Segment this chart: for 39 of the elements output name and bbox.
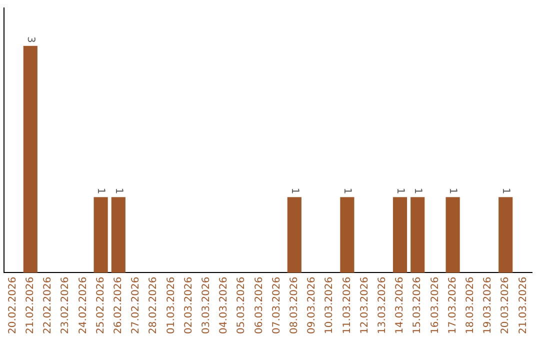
x-tick-label: 12.03.2026 [359, 276, 370, 334]
x-tick-label: 25.02.2026 [95, 276, 106, 334]
data-label: 1 [412, 188, 424, 194]
x-tick-label: 24.02.2026 [78, 276, 89, 334]
data-label: 1 [112, 188, 124, 194]
x-tick-label: 07.03.2026 [271, 276, 282, 334]
x-tick-label: 13.03.2026 [376, 276, 388, 334]
x-tick-label: 08.03.2026 [288, 276, 300, 334]
data-label: 1 [95, 188, 106, 194]
data-label: 1 [447, 188, 458, 194]
x-tick-label: 02.03.2026 [183, 276, 194, 334]
x-tick-label: 06.03.2026 [254, 276, 265, 334]
x-tick-label: 16.03.2026 [430, 276, 441, 334]
x-tick-label: 17.03.2026 [447, 276, 458, 334]
x-tick-label: 04.03.2026 [218, 276, 230, 334]
x-tick-label: 09.03.2026 [306, 276, 318, 334]
x-tick-label: 22.02.2026 [42, 276, 54, 334]
data-label: 1 [342, 188, 353, 194]
x-tick-label: 20.02.2026 [7, 276, 18, 334]
data-label: 1 [394, 188, 406, 194]
x-tick-label: 26.02.2026 [112, 276, 124, 334]
x-tick-label: 19.03.2026 [482, 276, 494, 334]
x-tick-label: 21.03.2026 [518, 276, 529, 334]
data-label: 3 [24, 36, 36, 43]
x-tick-label: 18.03.2026 [464, 276, 476, 334]
x-tick-label: 01.03.2026 [166, 276, 177, 334]
x-tick-label: 11.03.2026 [342, 276, 353, 334]
x-tick-label: 03.03.2026 [200, 276, 212, 334]
x-tick-label: 10.03.2026 [324, 276, 336, 334]
x-tick-label: 14.03.2026 [394, 276, 406, 334]
x-tick-label: 20.03.2026 [500, 276, 512, 334]
x-tick-label: 05.03.2026 [236, 276, 248, 334]
data-label: 1 [288, 188, 300, 194]
x-tick-label: 15.03.2026 [412, 276, 424, 334]
x-tick-label: 27.02.2026 [130, 276, 142, 334]
data-label: 1 [500, 188, 512, 194]
x-tick-label: 28.02.2026 [148, 276, 160, 334]
x-tick-label: 21.02.2026 [24, 276, 36, 334]
x-tick-label: 23.02.2026 [60, 276, 72, 334]
